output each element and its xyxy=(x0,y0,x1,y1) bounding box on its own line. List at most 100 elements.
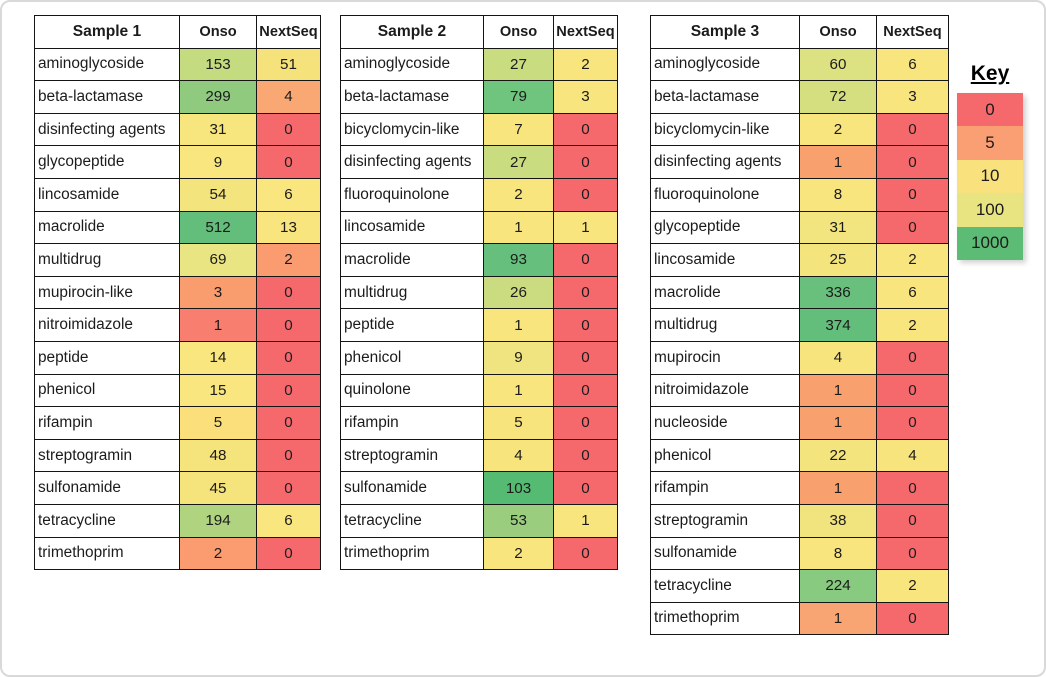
nextseq-value-cell: 0 xyxy=(876,471,949,505)
table-row: glycopeptide 31 0 xyxy=(650,210,949,245)
nextseq-value-cell: 0 xyxy=(553,471,618,505)
category-label: beta-lactamase xyxy=(650,80,800,114)
onso-value-cell: 54 xyxy=(179,177,257,212)
category-label: trimethoprim xyxy=(340,536,484,571)
table-row: macrolide 93 0 xyxy=(340,243,618,277)
nextseq-value-cell: 0 xyxy=(876,503,949,538)
category-label: mupirocin-like xyxy=(34,275,180,310)
onso-value-cell: 45 xyxy=(179,471,257,505)
category-label: sulfonamide xyxy=(340,471,484,505)
category-label: trimethoprim xyxy=(34,536,180,571)
nextseq-value-cell: 0 xyxy=(553,536,618,571)
category-label: aminoglycoside xyxy=(34,47,180,82)
nextseq-value-cell: 2 xyxy=(876,243,949,277)
category-label: glycopeptide xyxy=(650,210,800,245)
onso-value-cell: 9 xyxy=(483,340,554,375)
category-label: streptogramin xyxy=(340,438,484,473)
key-color-scale: 0 5 10 100 1000 xyxy=(957,93,1023,260)
sample-1-table: Sample 1 Onso NextSeq aminoglycoside 153 51 be… xyxy=(34,15,321,571)
nextseq-value-cell: 0 xyxy=(553,243,618,277)
category-label: tetracycline xyxy=(340,503,484,538)
table-row: aminoglycoside 153 51 xyxy=(34,47,321,82)
category-label: fluoroquinolone xyxy=(340,177,484,212)
table-row: aminoglycoside 27 2 xyxy=(340,47,618,82)
category-label: multidrug xyxy=(340,275,484,310)
table-row: beta-lactamase 79 3 xyxy=(340,80,618,114)
nextseq-value-cell: 0 xyxy=(876,406,949,440)
category-label: rifampin xyxy=(650,471,800,505)
onso-value-cell: 1 xyxy=(179,308,257,342)
category-label: bicyclomycin-like xyxy=(340,112,484,147)
key-title: Key xyxy=(970,62,1010,85)
onso-value-cell: 1 xyxy=(799,406,877,440)
table-row: multidrug 26 0 xyxy=(340,275,618,310)
category-label: aminoglycoside xyxy=(650,47,800,82)
nextseq-value-cell: 0 xyxy=(553,112,618,147)
nextseq-value-cell: 1 xyxy=(553,503,618,538)
table-row: fluoroquinolone 8 0 xyxy=(650,177,949,212)
table-row: multidrug 69 2 xyxy=(34,243,321,277)
nextseq-value-cell: 2 xyxy=(876,308,949,342)
table-row: trimethoprim 1 0 xyxy=(650,601,949,636)
nextseq-value-cell: 2 xyxy=(256,243,321,277)
table-row: tetracycline 224 2 xyxy=(650,569,949,603)
key-entry-1000: 1000 xyxy=(957,226,1023,260)
table-row: lincosamide 25 2 xyxy=(650,243,949,277)
onso-value-cell: 5 xyxy=(483,406,554,440)
table-row: nitroimidazole 1 0 xyxy=(34,308,321,342)
nextseq-value-cell: 0 xyxy=(256,308,321,342)
sample-title: Sample 3 xyxy=(650,15,800,49)
nextseq-value-cell: 0 xyxy=(256,471,321,505)
onso-value-cell: 1 xyxy=(483,373,554,408)
onso-value-cell: 1 xyxy=(799,373,877,408)
nextseq-value-cell: 6 xyxy=(256,177,321,212)
onso-value-cell: 1 xyxy=(483,308,554,342)
onso-value-cell: 26 xyxy=(483,275,554,310)
table-row: phenicol 9 0 xyxy=(340,340,618,375)
nextseq-value-cell: 2 xyxy=(876,569,949,603)
nextseq-value-cell: 0 xyxy=(876,112,949,147)
nextseq-value-cell: 0 xyxy=(876,373,949,408)
onso-value-cell: 31 xyxy=(799,210,877,245)
nextseq-value-cell: 3 xyxy=(553,80,618,114)
table-row: nitroimidazole 1 0 xyxy=(650,373,949,408)
category-label: quinolone xyxy=(340,373,484,408)
table-row: nucleoside 1 0 xyxy=(650,406,949,440)
nextseq-value-cell: 1 xyxy=(553,210,618,245)
onso-value-cell: 38 xyxy=(799,503,877,538)
nextseq-value-cell: 0 xyxy=(256,438,321,473)
category-label: nucleoside xyxy=(650,406,800,440)
key-entry-100: 100 xyxy=(957,193,1023,227)
sample-2-table: Sample 2 Onso NextSeq aminoglycoside 27 2 beta… xyxy=(340,15,618,571)
nextseq-value-cell: 0 xyxy=(256,373,321,408)
category-label: macrolide xyxy=(650,275,800,310)
onso-value-cell: 194 xyxy=(179,503,257,538)
onso-column-header: Onso xyxy=(799,15,877,49)
onso-value-cell: 72 xyxy=(799,80,877,114)
nextseq-column-header: NextSeq xyxy=(876,15,949,49)
onso-value-cell: 2 xyxy=(799,112,877,147)
onso-value-cell: 7 xyxy=(483,112,554,147)
table-row: disinfecting agents 1 0 xyxy=(650,145,949,179)
onso-value-cell: 1 xyxy=(799,145,877,179)
table-row: mupirocin-like 3 0 xyxy=(34,275,321,310)
category-label: nitroimidazole xyxy=(650,373,800,408)
onso-value-cell: 4 xyxy=(483,438,554,473)
onso-value-cell: 27 xyxy=(483,47,554,82)
nextseq-value-cell: 6 xyxy=(256,503,321,538)
nextseq-value-cell: 0 xyxy=(256,145,321,179)
nextseq-value-cell: 0 xyxy=(876,210,949,245)
sample-title: Sample 2 xyxy=(340,15,484,49)
table-row: phenicol 15 0 xyxy=(34,373,321,408)
category-label: multidrug xyxy=(650,308,800,342)
table-row: streptogramin 48 0 xyxy=(34,438,321,473)
onso-value-cell: 25 xyxy=(799,243,877,277)
category-label: macrolide xyxy=(340,243,484,277)
onso-value-cell: 1 xyxy=(799,471,877,505)
category-label: disinfecting agents xyxy=(340,145,484,179)
nextseq-value-cell: 0 xyxy=(256,340,321,375)
category-label: peptide xyxy=(340,308,484,342)
onso-value-cell: 374 xyxy=(799,308,877,342)
onso-value-cell: 69 xyxy=(179,243,257,277)
category-label: aminoglycoside xyxy=(340,47,484,82)
